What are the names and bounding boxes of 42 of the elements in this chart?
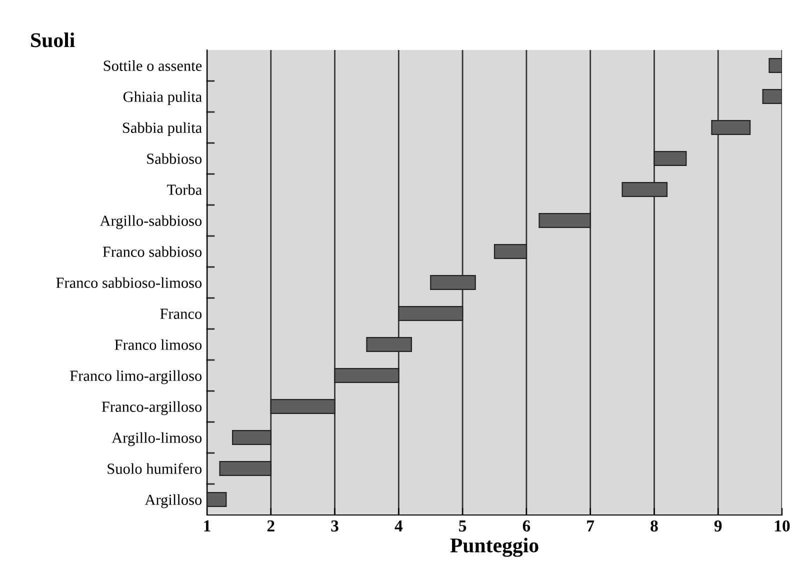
y-tick-label: Sabbioso [147,153,202,164]
bar [494,244,527,260]
x-tick-label: 8 [650,520,658,532]
bar [762,88,782,104]
chart-title: Suoli [31,32,75,48]
x-tick-label: 3 [331,520,338,532]
x-tick-label: 2 [267,520,274,532]
x-tick-label: 6 [522,520,530,532]
x-tick-label: 5 [459,520,466,532]
bar [232,430,272,446]
x-tick-label: 9 [714,520,722,532]
y-tick-label: Franco [160,308,202,319]
y-tick-label: Argillo-sabbioso [100,215,202,230]
bar [219,460,272,476]
y-tick-label: Franco limo-argilloso [70,370,202,384]
y-tick-label: Sabbia pulita [122,122,202,136]
bar [622,182,668,198]
bar [538,212,591,228]
y-tick-label: Sottile o assente [104,60,202,71]
x-tick-label: 10 [775,520,790,532]
y-tick-label: Franco-argilloso [102,401,202,416]
y-tick-label: Argillo-limoso [112,432,202,446]
x-tick-label: 4 [394,520,403,532]
bar [366,336,412,352]
bar [430,274,476,290]
x-axis-title: Punteggio [450,538,538,557]
x-tick-label: 1 [204,520,210,532]
y-tick-label: Torba [167,184,202,195]
bar [398,306,464,322]
bar [334,368,400,384]
y-tick-label: Franco sabbioso [102,246,202,257]
y-tick-label: Suolo humifero [108,463,202,474]
bar [654,150,687,166]
bar [207,492,227,508]
x-tick-label: 7 [587,520,594,532]
y-tick-label: Franco limoso [114,339,202,350]
y-tick-label: Ghiaia pulita [123,91,202,106]
y-tick-label: Argilloso [144,494,202,508]
y-tick-label: Franco sabbioso-limoso [56,277,202,288]
bar [768,58,782,74]
bar [270,398,336,414]
bar [711,120,751,136]
